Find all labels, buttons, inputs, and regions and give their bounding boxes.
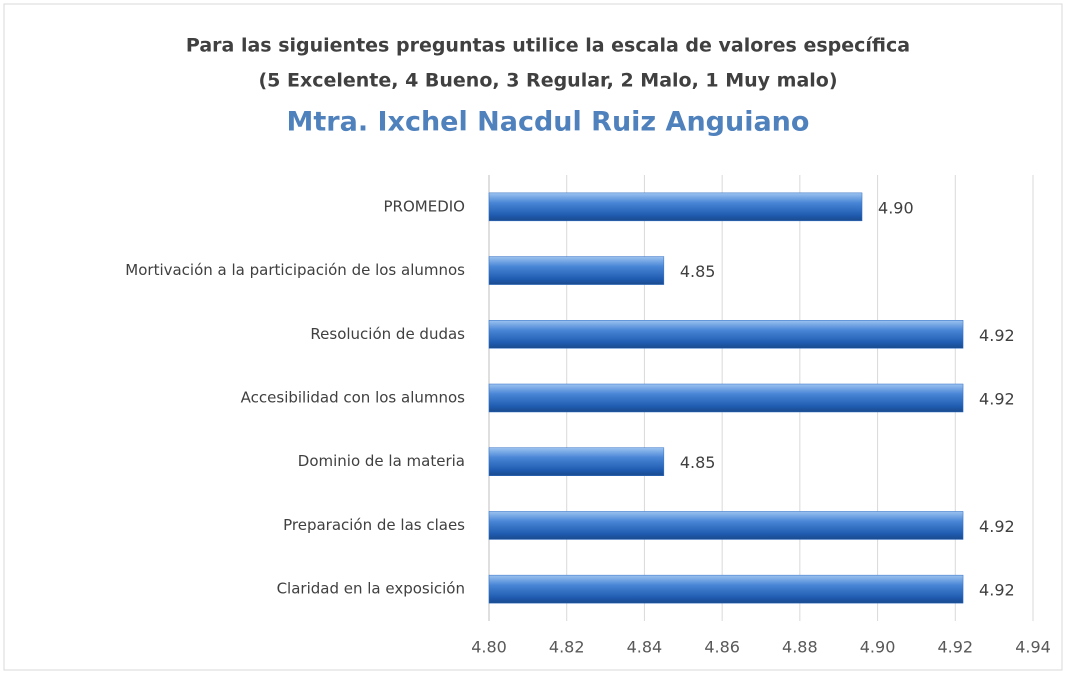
value-label: 4.92 xyxy=(979,581,1015,600)
y-tick-label: Dominio de la materia xyxy=(298,452,465,470)
value-label: 4.92 xyxy=(979,390,1015,409)
x-tick-label: 4.88 xyxy=(782,638,818,657)
value-label: 4.90 xyxy=(878,198,914,217)
bar xyxy=(488,447,665,476)
x-tick-label: 4.94 xyxy=(1015,638,1051,657)
bar xyxy=(488,320,964,349)
bar xyxy=(488,192,863,222)
x-tick-label: 4.84 xyxy=(627,638,663,657)
chart-title: Para las siguientes preguntas utilice la… xyxy=(186,35,910,57)
y-tick-label: Accesibilidad con los alumnos xyxy=(241,389,466,407)
x-tick-label: 4.80 xyxy=(471,638,507,657)
bar xyxy=(488,574,964,604)
x-tick-label: 4.82 xyxy=(549,638,585,657)
value-label: 4.85 xyxy=(680,262,716,281)
bar xyxy=(488,383,964,413)
x-tick-label: 4.92 xyxy=(937,638,973,657)
bar xyxy=(488,511,964,540)
x-tick-label: 4.86 xyxy=(704,638,740,657)
y-tick-label: Mortivación a la participación de los al… xyxy=(125,261,465,279)
y-tick-label: PROMEDIO xyxy=(384,197,465,215)
y-tick-label: Preparación de las claes xyxy=(283,516,465,534)
chart-title: (5 Excelente, 4 Bueno, 3 Regular, 2 Malo… xyxy=(258,70,837,92)
y-tick-label: Resolución de dudas xyxy=(310,325,465,343)
value-label: 4.92 xyxy=(979,326,1015,345)
x-tick-label: 4.90 xyxy=(860,638,896,657)
value-label: 4.85 xyxy=(680,453,716,472)
chart-subtitle: Mtra. Ixchel Nacdul Ruiz Anguiano xyxy=(287,107,810,138)
value-label: 4.92 xyxy=(979,517,1015,536)
y-tick-label: Claridad en la exposición xyxy=(277,580,465,598)
bar xyxy=(488,256,665,285)
